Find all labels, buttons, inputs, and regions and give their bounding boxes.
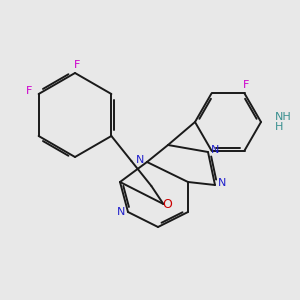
Text: N: N	[136, 155, 144, 165]
Text: F: F	[74, 60, 80, 70]
Text: F: F	[243, 80, 250, 90]
Text: H: H	[275, 122, 284, 132]
Text: N: N	[211, 145, 219, 155]
Text: N: N	[117, 207, 125, 217]
Text: O: O	[162, 197, 172, 211]
Text: N: N	[218, 178, 226, 188]
Text: F: F	[26, 86, 32, 96]
Text: NH: NH	[275, 112, 292, 122]
